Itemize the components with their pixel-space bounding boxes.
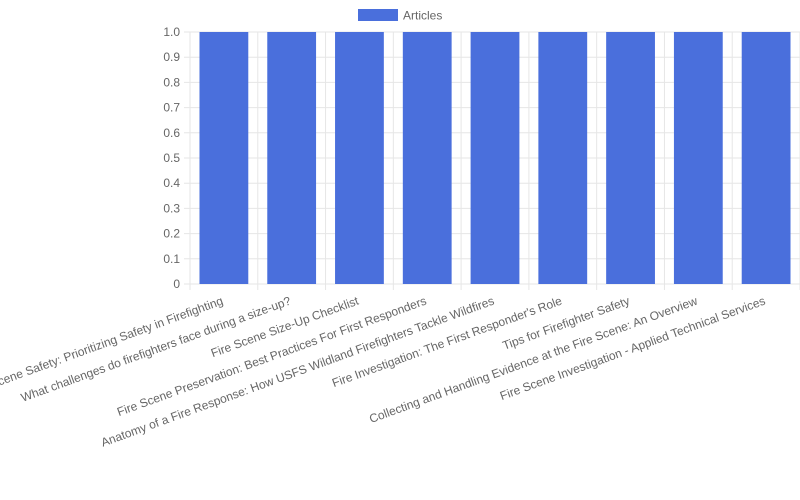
- legend-swatch-articles: [358, 9, 398, 21]
- y-tick-label: 0: [173, 277, 180, 291]
- bar[interactable]: [538, 32, 588, 284]
- x-axis: Scene Safety: Prioritizing Safety in Fir…: [0, 293, 767, 449]
- bars: [199, 32, 791, 284]
- bar[interactable]: [335, 32, 384, 284]
- y-tick-label: 0.7: [163, 101, 180, 115]
- y-tick-label: 0.4: [163, 176, 180, 190]
- bar[interactable]: [470, 32, 520, 284]
- bar[interactable]: [741, 32, 791, 284]
- bar[interactable]: [267, 32, 317, 284]
- bar[interactable]: [402, 32, 452, 284]
- y-tick-label: 0.6: [163, 126, 180, 140]
- legend-label-articles: Articles: [403, 9, 442, 23]
- y-tick-label: 0.5: [163, 151, 180, 165]
- bar[interactable]: [673, 32, 723, 284]
- bar[interactable]: [199, 32, 249, 284]
- y-tick-label: 0.2: [163, 227, 180, 241]
- y-tick-label: 1.0: [163, 25, 180, 39]
- y-tick-label: 0.1: [163, 252, 180, 266]
- y-tick-label: 0.9: [163, 50, 180, 64]
- y-tick-label: 0.8: [163, 75, 180, 89]
- y-tick-label: 0.3: [163, 201, 180, 215]
- y-axis: 0 0.1 0.2 0.3 0.4 0.5 0.6 0.7 0.8 0.9 1.0: [163, 25, 180, 291]
- legend[interactable]: Articles: [358, 9, 442, 23]
- bar[interactable]: [606, 32, 655, 284]
